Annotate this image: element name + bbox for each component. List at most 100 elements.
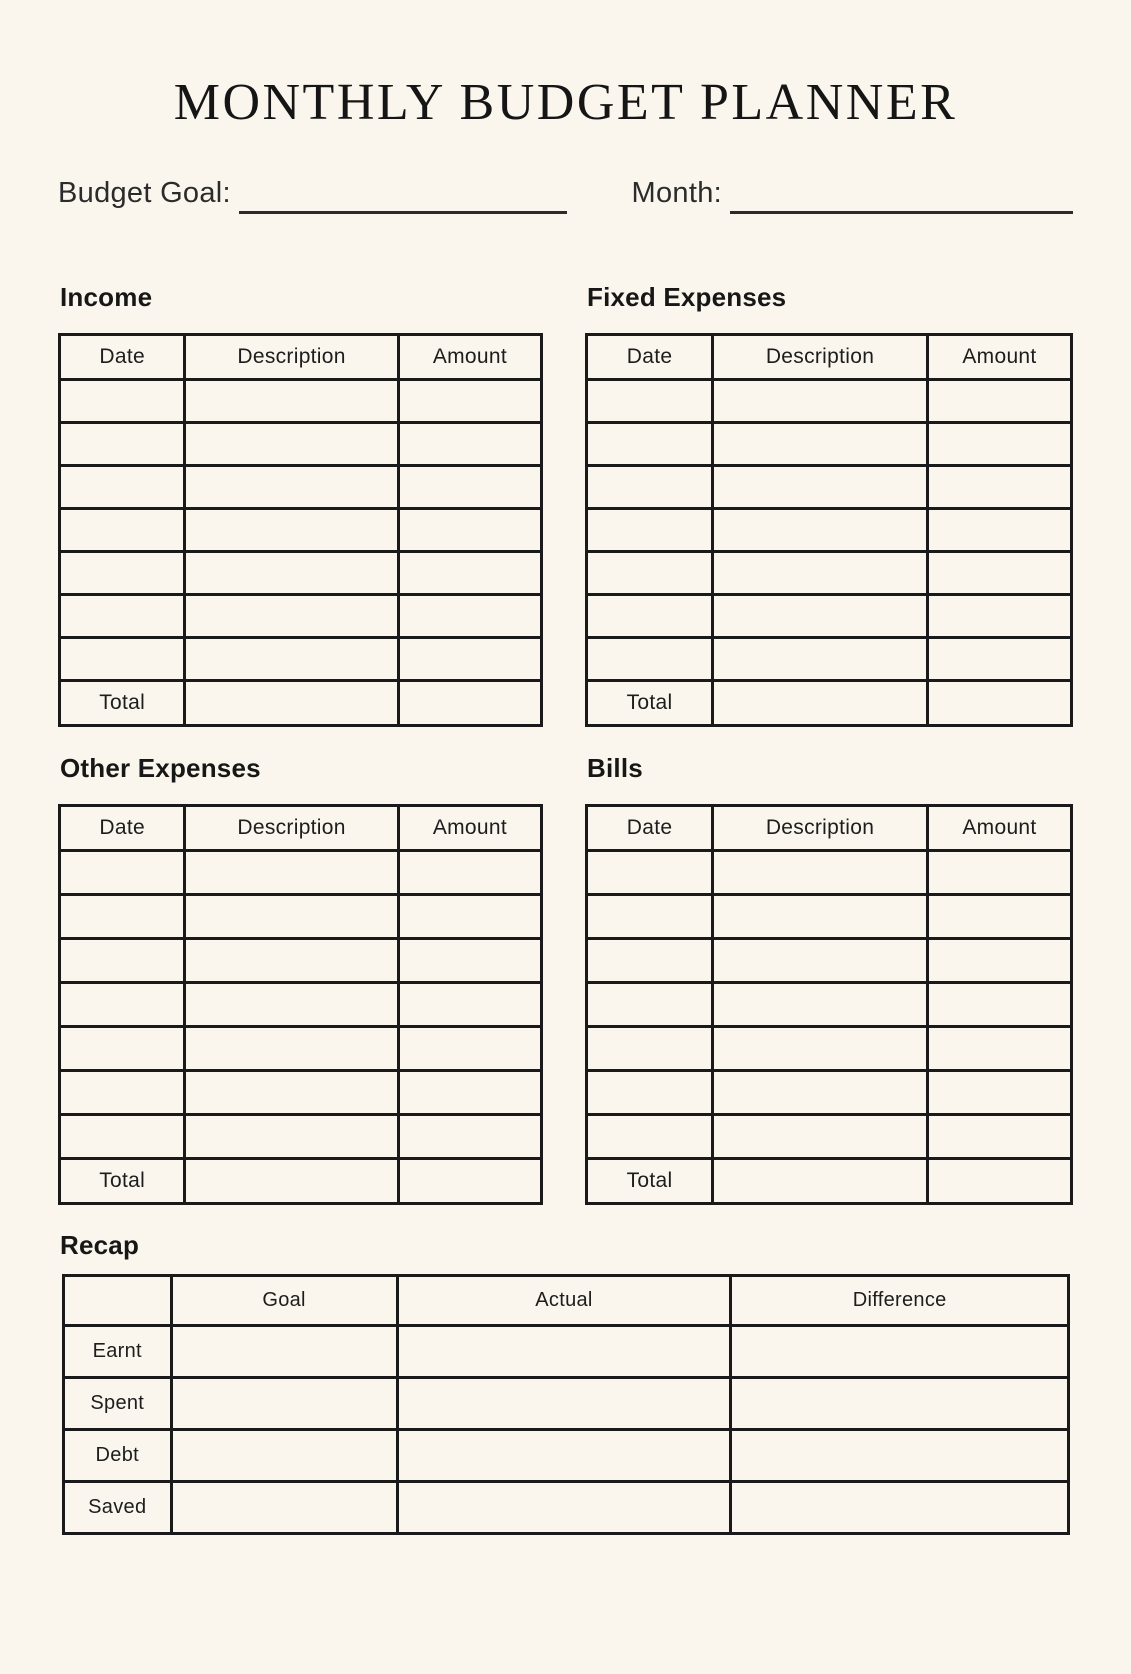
total-label: Total (57, 679, 187, 728)
empty-amount-cell (396, 936, 544, 984)
empty-date-cell (584, 421, 715, 468)
empty-description-cell (183, 636, 400, 683)
total-description-cell (711, 1156, 929, 1205)
empty-description-cell (711, 550, 929, 597)
goal-cell (169, 1375, 399, 1431)
empty-date-cell (57, 848, 187, 896)
empty-amount-cell (396, 1024, 544, 1072)
description-column-header: Description (711, 333, 929, 382)
empty-description-cell (183, 980, 400, 1028)
empty-description-cell (711, 848, 929, 896)
empty-amount-cell (925, 378, 1074, 425)
tables-grid: Income Date Description Amount (57, 210, 1074, 1205)
empty-amount-cell (396, 980, 544, 1028)
table-row (57, 593, 544, 640)
empty-description-cell (183, 507, 400, 554)
empty-description-cell (711, 936, 929, 984)
other-expenses-table: Date Description Amount (57, 803, 544, 1205)
income-section: Income Date Description Amount (57, 210, 544, 728)
table-row (57, 421, 544, 468)
table-row (57, 936, 544, 984)
table-header-row: Date Description Amount (57, 803, 544, 852)
budget-goal-field: Budget Goal: (58, 177, 567, 215)
empty-amount-cell (925, 550, 1074, 597)
table-row (57, 507, 544, 554)
recap-row-label: Earnt (62, 1323, 173, 1379)
recap-row-spent: Spent (62, 1375, 1070, 1431)
date-column-header: Date (584, 803, 715, 852)
table-row (584, 421, 1074, 468)
empty-amount-cell (396, 378, 544, 425)
empty-date-cell (584, 892, 715, 940)
actual-cell (395, 1479, 733, 1535)
total-row: Total (57, 1156, 544, 1205)
empty-description-cell (183, 464, 400, 511)
empty-description-cell (183, 1024, 400, 1072)
other-expenses-section: Other Expenses Date Description Amount (57, 727, 544, 1205)
empty-description-cell (183, 593, 400, 640)
table-header-row: Date Description Amount (57, 333, 544, 382)
empty-description-cell (711, 507, 929, 554)
recap-row-label: Spent (62, 1375, 173, 1431)
actual-cell (395, 1323, 733, 1379)
empty-description-cell (711, 1112, 929, 1160)
difference-cell (729, 1375, 1070, 1431)
empty-date-cell (57, 378, 187, 425)
empty-date-cell (57, 464, 187, 511)
recap-table: Goal Actual Difference Earnt Spent Debt (62, 1273, 1070, 1535)
table-row (584, 1112, 1074, 1160)
empty-date-cell (584, 464, 715, 511)
empty-amount-cell (925, 1068, 1074, 1116)
other-expenses-heading: Other Expenses (60, 753, 261, 784)
fixed-expenses-heading: Fixed Expenses (587, 282, 787, 313)
header-fields: Budget Goal: Month: (58, 177, 1073, 215)
amount-column-header: Amount (925, 333, 1074, 382)
fixed-expenses-table: Date Description Amount (584, 333, 1074, 728)
empty-amount-cell (396, 593, 544, 640)
empty-amount-cell (396, 892, 544, 940)
empty-amount-cell (925, 593, 1074, 640)
empty-date-cell (584, 1068, 715, 1116)
table-row (57, 636, 544, 683)
empty-date-cell (584, 593, 715, 640)
empty-date-cell (57, 1112, 187, 1160)
goal-cell (169, 1323, 399, 1379)
empty-description-cell (711, 892, 929, 940)
empty-description-cell (183, 936, 400, 984)
amount-column-header: Amount (396, 803, 544, 852)
table-row (57, 550, 544, 597)
table-row (57, 378, 544, 425)
month-label: Month: (631, 177, 722, 210)
empty-date-cell (584, 1112, 715, 1160)
table-row (584, 848, 1074, 896)
empty-amount-cell (396, 464, 544, 511)
actual-cell (395, 1427, 733, 1483)
date-column-header: Date (57, 803, 187, 852)
empty-amount-cell (925, 507, 1074, 554)
empty-date-cell (584, 848, 715, 896)
empty-date-cell (584, 378, 715, 425)
empty-date-cell (584, 507, 715, 554)
empty-amount-cell (925, 421, 1074, 468)
table-row (584, 936, 1074, 984)
empty-amount-cell (396, 1112, 544, 1160)
table-row (57, 1024, 544, 1072)
empty-date-cell (57, 892, 187, 940)
description-column-header: Description (183, 333, 400, 382)
income-heading: Income (60, 282, 153, 313)
page-title: MONTHLY BUDGET PLANNER (173, 74, 958, 131)
total-label: Total (584, 1156, 715, 1205)
total-amount-cell (396, 1156, 544, 1205)
difference-cell (729, 1427, 1070, 1483)
empty-amount-cell (925, 848, 1074, 896)
total-row: Total (584, 679, 1074, 728)
empty-amount-cell (396, 848, 544, 896)
table-row (584, 593, 1074, 640)
table-row (584, 464, 1074, 511)
difference-column-header: Difference (729, 1273, 1070, 1327)
date-column-header: Date (57, 333, 187, 382)
total-label: Total (584, 679, 715, 728)
recap-row-earnt: Earnt (62, 1323, 1070, 1379)
table-row (584, 507, 1074, 554)
empty-description-cell (183, 421, 400, 468)
